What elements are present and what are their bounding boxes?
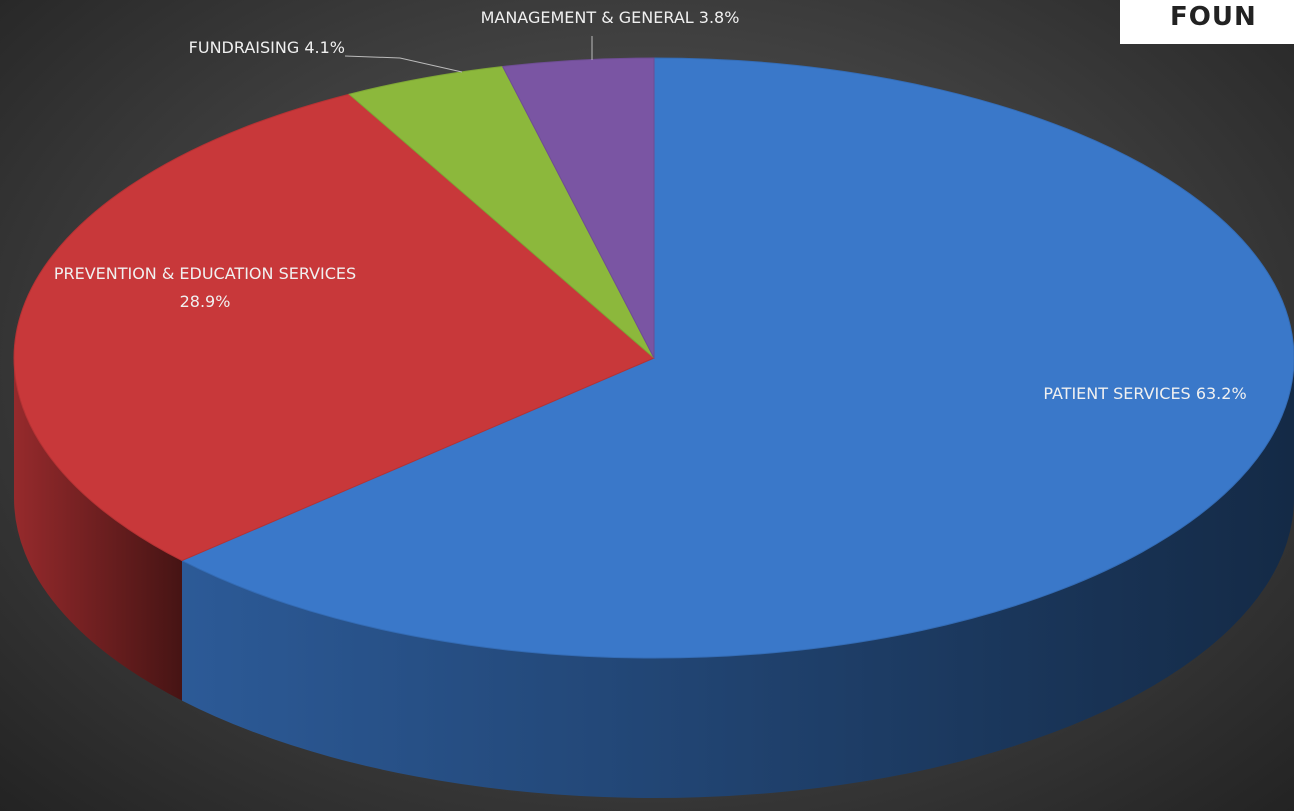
pie-slice — [13, 93, 655, 562]
slice-category: PATIENT SERVICES — [1043, 384, 1191, 403]
pie-side — [181, 358, 1294, 798]
pie-sides — [14, 358, 1294, 798]
slice-label: FUNDRAISING 4.1% — [100, 34, 345, 62]
pie-side — [14, 358, 182, 701]
slice-label: MANAGEMENT & GENERAL 3.8% — [420, 4, 800, 32]
slice-value-label: 3.8% — [698, 8, 740, 27]
logo: FOUN — [1120, 0, 1294, 44]
slice-category: PREVENTION & EDUCATION SERVICES — [53, 264, 357, 283]
slice-category: MANAGEMENT & GENERAL — [480, 8, 694, 27]
leader-line — [344, 55, 463, 73]
pie-tops — [13, 57, 1294, 659]
slice-value-label: 63.2% — [1195, 384, 1247, 403]
slice-label: PREVENTION & EDUCATION SERVICES 28.9% — [50, 260, 360, 316]
logo-text: FOUN — [1170, 2, 1257, 32]
slice-value-label: 4.1% — [304, 38, 345, 57]
slice-category: FUNDRAISING — [188, 38, 300, 57]
slice-value-label: 28.9% — [179, 292, 231, 311]
pie-slice — [501, 57, 655, 359]
pie-slice — [180, 57, 1294, 659]
slice-label: PATIENT SERVICES 63.2% — [1010, 380, 1280, 408]
